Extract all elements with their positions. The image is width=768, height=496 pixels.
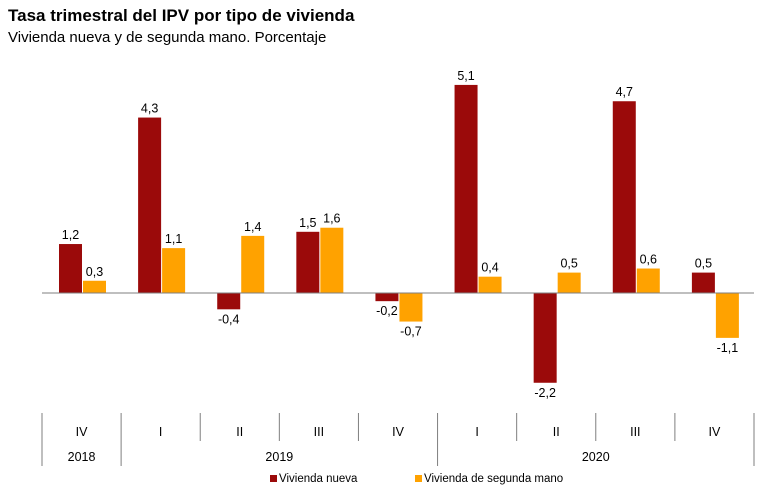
- bar-nueva-1: [138, 117, 162, 293]
- bar-segunda-mano-4: [399, 293, 423, 322]
- legend: Vivienda nueva Vivienda de segunda mano: [270, 473, 563, 485]
- bar-nueva-0: [59, 244, 82, 293]
- year-label-2020: 2020: [582, 450, 610, 464]
- year-label-2018: 2018: [68, 450, 96, 464]
- chart-subtitle: Vivienda nueva y de segunda mano. Porcen…: [8, 29, 327, 46]
- bar-segunda-mano-1: [162, 248, 186, 293]
- data-label-segunda-mano-8: -1,1: [717, 341, 739, 355]
- quarter-label-3: III: [314, 425, 324, 439]
- data-label-segunda-mano-5: 0,4: [481, 261, 498, 275]
- quarter-label-2: II: [236, 425, 243, 439]
- bar-nueva-6: [533, 293, 557, 383]
- quarter-label-8: IV: [709, 425, 721, 439]
- bar-nueva-5: [454, 84, 478, 293]
- data-label-nueva-6: -2,2: [534, 386, 556, 400]
- bar-nueva-2: [217, 293, 241, 310]
- legend-swatch-segunda-mano: [415, 475, 422, 482]
- data-label-nueva-8: 0,5: [695, 257, 712, 271]
- data-label-segunda-mano-0: 0,3: [86, 265, 103, 279]
- legend-swatch-nueva: [270, 475, 277, 482]
- bars-layer: [59, 84, 739, 383]
- data-label-nueva-0: 1,2: [62, 228, 79, 242]
- chart-title: Tasa trimestral del IPV por tipo de vivi…: [8, 6, 355, 25]
- quarter-label-6: II: [553, 425, 560, 439]
- data-label-segunda-mano-7: 0,6: [640, 253, 657, 267]
- data-label-nueva-7: 4,7: [616, 85, 633, 99]
- bar-nueva-4: [375, 293, 399, 302]
- quarter-label-1: I: [159, 425, 162, 439]
- bar-nueva-8: [691, 272, 715, 293]
- quarter-label-4: IV: [392, 425, 404, 439]
- bar-segunda-mano-7: [636, 268, 660, 293]
- bar-segunda-mano-3: [320, 227, 344, 293]
- quarter-label-7: III: [630, 425, 640, 439]
- data-label-segunda-mano-2: 1,4: [244, 220, 261, 234]
- bar-segunda-mano-8: [715, 293, 739, 338]
- bar-labels-layer: 1,2 4,3 -0,4 1,5 -0,2 5,1 -2,2 4,7 0,5 0,3 1,1 1,4 1…: [62, 69, 738, 400]
- bar-nueva-3: [296, 231, 320, 293]
- data-label-nueva-1: 4,3: [141, 102, 158, 116]
- data-label-segunda-mano-3: 1,6: [323, 212, 340, 226]
- bar-nueva-7: [612, 101, 636, 294]
- data-label-segunda-mano-6: 0,5: [560, 257, 577, 271]
- bar-segunda-mano-0: [83, 280, 106, 293]
- bar-segunda-mano-2: [241, 235, 265, 293]
- data-label-nueva-5: 5,1: [457, 69, 474, 83]
- quarter-label-5: I: [475, 425, 478, 439]
- data-label-nueva-4: -0,2: [376, 304, 398, 318]
- year-label-2019: 2019: [265, 450, 293, 464]
- quarter-label-0: IV: [76, 425, 88, 439]
- legend-label-segunda-mano: Vivienda de segunda mano: [424, 473, 563, 485]
- data-label-nueva-3: 1,5: [299, 216, 316, 230]
- bar-segunda-mano-6: [557, 272, 581, 293]
- data-label-segunda-mano-4: -0,7: [400, 325, 422, 339]
- data-label-segunda-mano-1: 1,1: [165, 232, 182, 246]
- legend-label-nueva: Vivienda nueva: [279, 473, 358, 485]
- bar-segunda-mano-5: [478, 276, 502, 293]
- data-label-nueva-2: -0,4: [218, 312, 240, 326]
